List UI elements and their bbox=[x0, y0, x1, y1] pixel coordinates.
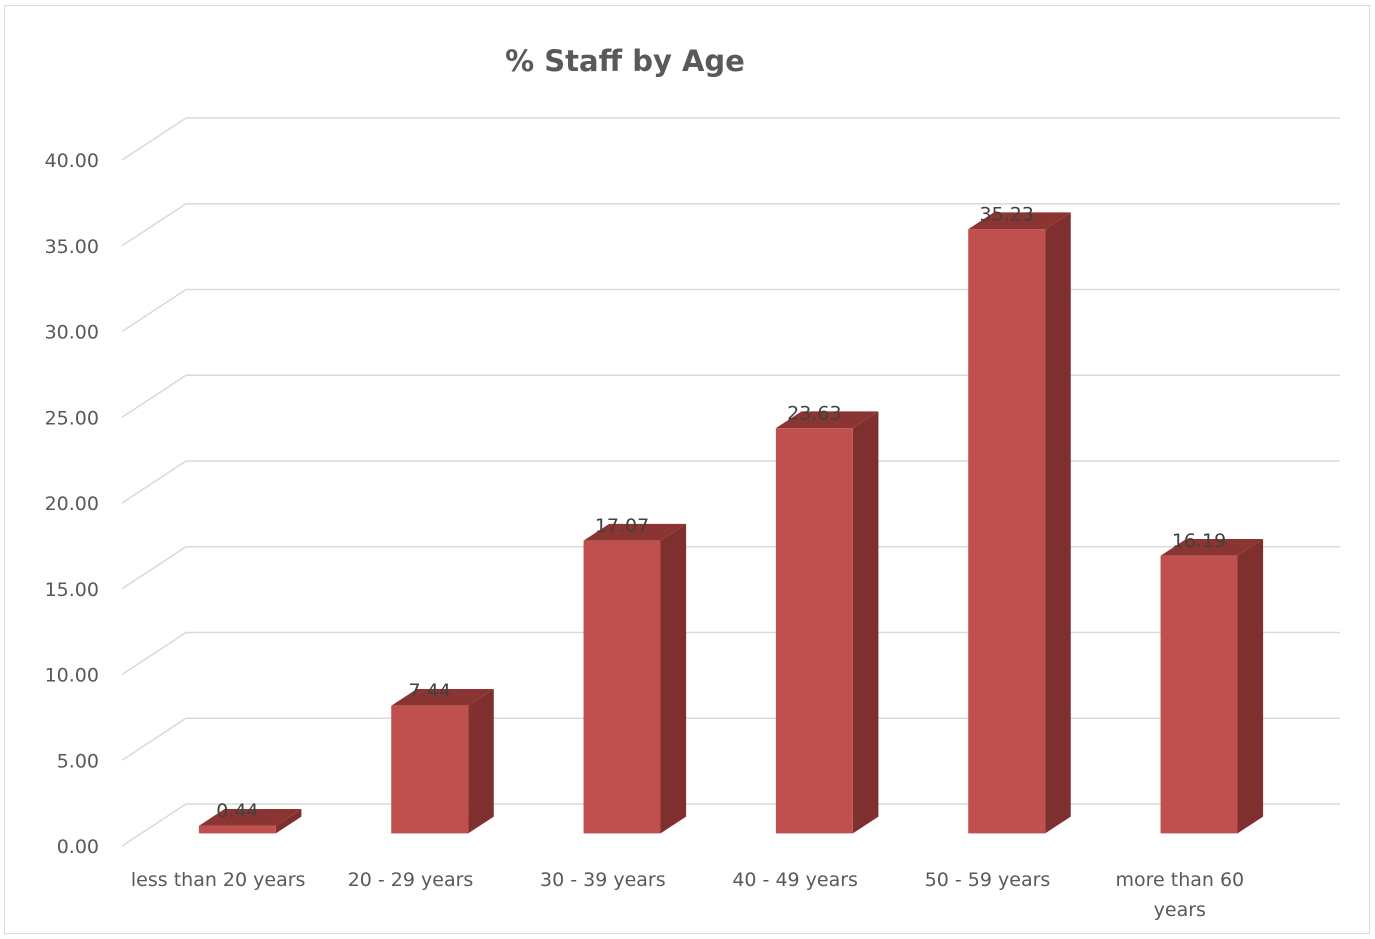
x-category-label: 50 - 59 years bbox=[925, 869, 1051, 891]
data-labels: 0.44 7.44 17.07 23.63 35.23 16.19 bbox=[216, 203, 1226, 822]
bar-side bbox=[1237, 538, 1264, 834]
bar bbox=[583, 523, 687, 834]
bar-front bbox=[775, 428, 853, 834]
x-category-label: years bbox=[1154, 899, 1206, 921]
y-tick-label: 15.00 bbox=[45, 579, 99, 601]
y-tick-label: 25.00 bbox=[45, 407, 99, 429]
gridline-side bbox=[121, 288, 187, 333]
data-label: 7.44 bbox=[409, 680, 451, 702]
gridline-side bbox=[121, 803, 187, 847]
bar-front bbox=[583, 540, 661, 834]
gridline-side bbox=[121, 717, 187, 761]
gridline-side bbox=[121, 203, 187, 247]
data-label: 16.19 bbox=[1172, 530, 1226, 552]
bar-side bbox=[275, 809, 302, 834]
gridline-side bbox=[121, 631, 187, 676]
gridline-side bbox=[121, 117, 187, 161]
gridline-side bbox=[121, 374, 187, 418]
x-category-label: 40 - 49 years bbox=[732, 869, 858, 891]
y-tick-label: 0.00 bbox=[57, 836, 99, 858]
bar-top bbox=[198, 809, 302, 826]
gridlines bbox=[121, 117, 1340, 847]
chart-frame bbox=[4, 5, 1370, 934]
y-tick-label: 20.00 bbox=[45, 493, 99, 515]
bar-top bbox=[391, 689, 494, 706]
bar-side bbox=[1045, 212, 1071, 834]
x-category-label: more than 60 bbox=[1116, 869, 1245, 891]
bar bbox=[968, 212, 1071, 834]
bar-side bbox=[660, 523, 687, 834]
bar-side bbox=[468, 689, 494, 834]
bars bbox=[198, 212, 1264, 834]
bar-top bbox=[1160, 538, 1264, 556]
x-axis-categories: less than 20 years 20 - 29 years 30 - 39 y… bbox=[131, 869, 1244, 921]
bar-top bbox=[583, 523, 687, 541]
y-tick-label: 40.00 bbox=[45, 150, 99, 172]
bar bbox=[391, 689, 494, 834]
bar bbox=[198, 809, 302, 834]
bar-side bbox=[852, 411, 879, 834]
data-label: 23.63 bbox=[787, 402, 841, 424]
y-tick-label: 5.00 bbox=[57, 750, 99, 772]
data-label: 35.23 bbox=[979, 203, 1033, 225]
bar bbox=[775, 411, 879, 834]
data-label: 17.07 bbox=[595, 515, 649, 537]
bar-top bbox=[968, 212, 1071, 230]
data-label: 0.44 bbox=[216, 800, 258, 822]
bar-top bbox=[775, 411, 879, 429]
bar-front bbox=[198, 825, 276, 834]
bar bbox=[1160, 538, 1264, 834]
y-tick-label: 30.00 bbox=[45, 322, 99, 344]
y-axis-ticks: 0.00 5.00 10.00 15.00 20.00 25.00 30.00 35.00 40… bbox=[45, 150, 99, 858]
bar-front bbox=[391, 705, 469, 834]
gridline-side bbox=[121, 460, 187, 504]
x-category-label: 30 - 39 years bbox=[540, 869, 666, 891]
gridline-side bbox=[121, 546, 187, 590]
bar-front bbox=[1160, 555, 1238, 834]
x-category-label: less than 20 years bbox=[131, 869, 306, 891]
chart-title: % Staff by Age bbox=[505, 44, 745, 78]
bar-front bbox=[968, 229, 1046, 834]
x-category-label: 20 - 29 years bbox=[348, 869, 474, 891]
y-tick-label: 10.00 bbox=[45, 665, 99, 687]
y-tick-label: 35.00 bbox=[45, 236, 99, 258]
